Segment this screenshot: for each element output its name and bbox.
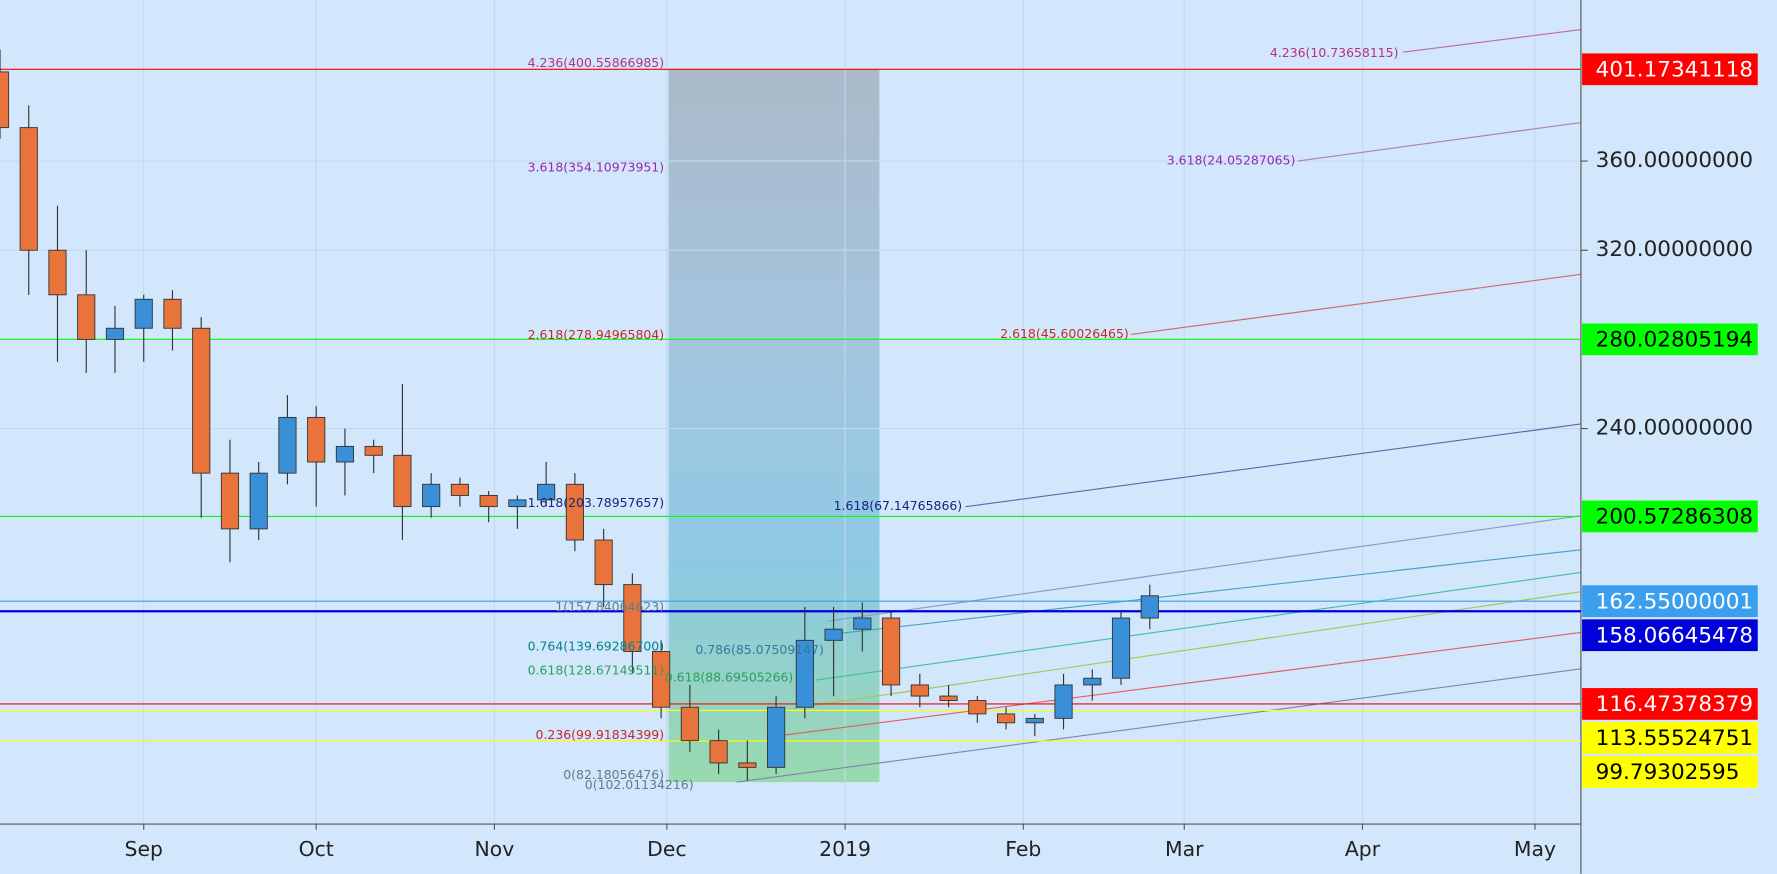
y-tick-label: 360.00000000 — [1596, 148, 1753, 173]
candle-body — [652, 651, 671, 708]
price-tag — [1582, 722, 1758, 754]
price-tag — [1582, 756, 1758, 788]
price-tag-label: 113.55524751 — [1596, 726, 1753, 751]
fib-label: 0.618(88.69505266) — [665, 669, 794, 684]
price-tag-label: 200.57286308 — [1596, 505, 1753, 530]
candle-body — [709, 740, 728, 764]
candle-body — [1111, 617, 1131, 679]
candle-body — [19, 127, 38, 251]
candle-body — [335, 445, 355, 463]
y-tick-label: 320.00000000 — [1596, 237, 1753, 262]
price-tag — [1582, 688, 1758, 720]
candle-body — [1083, 677, 1102, 686]
price-tag — [1582, 619, 1758, 652]
fib-label: 1.618(67.14765866) — [834, 498, 963, 513]
fib-label: 1(157.84064623) — [555, 599, 664, 614]
candle-body — [881, 617, 901, 686]
candle-body — [623, 584, 642, 652]
fib-label: 0.764(139.69286700) — [528, 639, 664, 654]
price-tag — [1582, 53, 1758, 86]
candle-body — [364, 445, 383, 456]
candle-body — [565, 483, 584, 541]
fib-label: 0.786(85.07509147) — [695, 642, 824, 657]
candle-body — [105, 327, 125, 340]
price-tag — [1582, 323, 1758, 356]
candle-body — [594, 539, 613, 586]
x-tick-label: Apr — [1345, 837, 1381, 861]
x-tick-label: Dec — [647, 837, 686, 861]
candle-body — [680, 706, 699, 742]
candle-body — [996, 713, 1016, 724]
price-tag-label: 280.02805194 — [1596, 327, 1753, 352]
fib-label: 3.618(354.10973951) — [528, 159, 664, 174]
candle-body — [767, 706, 786, 768]
candle-body — [192, 327, 211, 474]
candle-body — [968, 700, 987, 715]
candle-body — [479, 494, 498, 508]
y-tick-label: 240.00000000 — [1596, 416, 1753, 441]
fib-label: 3.618(24.05287065) — [1167, 153, 1296, 168]
candle-body — [249, 472, 268, 530]
candle-body — [910, 684, 929, 697]
x-tick-label: Sep — [125, 837, 163, 861]
candle-body — [1140, 595, 1159, 619]
price-tag — [1582, 585, 1758, 618]
candle-body — [163, 298, 182, 329]
x-tick-label: Nov — [475, 837, 515, 861]
candle-body — [48, 249, 67, 296]
fib-label: 4.236(400.55866985) — [528, 55, 664, 70]
candle-body — [939, 695, 958, 701]
candle-body — [220, 472, 240, 530]
price-tag-label: 158.06645478 — [1596, 623, 1753, 648]
fib-label: 2.618(45.60026465) — [1000, 326, 1129, 341]
price-tag-label: 162.55000001 — [1596, 589, 1753, 614]
fib-label: 0.236(99.91834399) — [536, 727, 665, 742]
candle-body — [824, 628, 843, 641]
x-tick-label: Feb — [1005, 837, 1041, 861]
candle-body — [853, 617, 872, 630]
x-tick-label: Mar — [1165, 837, 1204, 861]
x-tick-label: May — [1514, 837, 1556, 861]
candle-body — [508, 499, 527, 508]
candle-body — [77, 294, 96, 340]
candle-body — [738, 762, 757, 768]
candle-body — [0, 71, 10, 129]
candle-body — [278, 416, 297, 474]
candle-body — [422, 483, 441, 508]
candle-body — [307, 416, 326, 463]
x-tick-label: Oct — [299, 837, 334, 861]
projection-box — [668, 69, 880, 783]
price-tag-label: 99.79302595 — [1596, 760, 1740, 785]
fib-label: 1.618(203.78957657) — [528, 495, 664, 510]
candle-body — [393, 454, 412, 508]
fib-label: 0(102.01134216) — [585, 777, 694, 792]
price-tag-label: 401.17341118 — [1596, 57, 1753, 82]
candle-body — [1054, 684, 1073, 719]
fib-label: 2.618(278.94965804) — [528, 327, 664, 342]
fib-label: 4.236(10.73658115) — [1270, 45, 1399, 60]
fib-label: 0.618(128.67149511) — [528, 663, 664, 678]
candle-body — [795, 639, 814, 708]
candle-body — [134, 298, 153, 329]
price-tag-label: 116.47378379 — [1596, 692, 1753, 717]
candle-body — [537, 483, 556, 501]
candle-body — [1025, 717, 1044, 724]
price-tag — [1582, 500, 1758, 533]
candle-body — [450, 483, 469, 496]
x-tick-label: 2019 — [819, 837, 871, 861]
fib-label: 0(82.18056476) — [563, 767, 664, 782]
